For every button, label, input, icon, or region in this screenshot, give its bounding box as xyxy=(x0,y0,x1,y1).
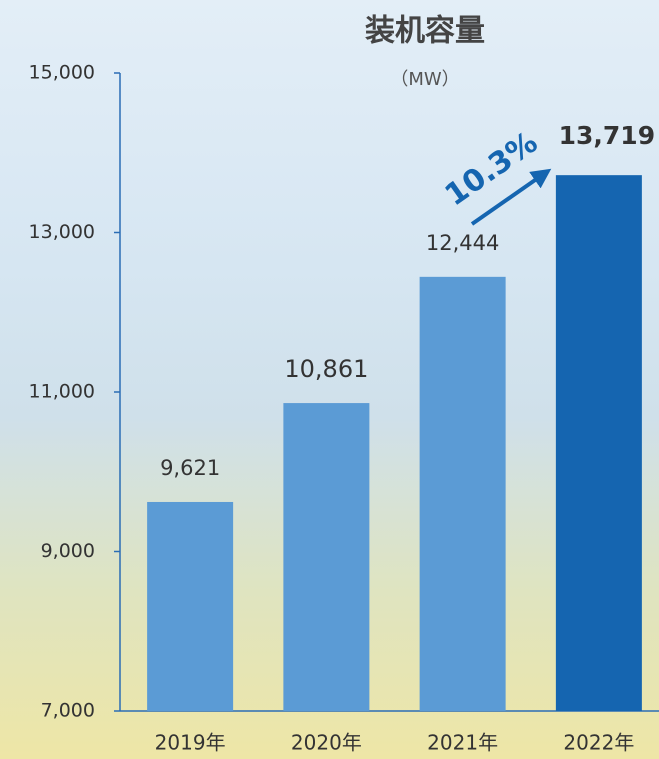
value-label: 12,444 xyxy=(426,231,499,255)
y-tick-label: 7,000 xyxy=(41,700,95,722)
x-tick-label: 2020年 xyxy=(291,731,362,755)
growth-annotation: 10.3% xyxy=(439,125,544,213)
y-tick-label: 11,000 xyxy=(29,381,95,403)
chart-subtitle: （MW） xyxy=(390,69,459,90)
value-label: 9,621 xyxy=(160,456,220,480)
bar xyxy=(283,403,370,711)
chart-title: 装机容量 xyxy=(365,14,485,49)
y-tick-label: 9,000 xyxy=(41,540,95,562)
bar xyxy=(147,501,234,711)
value-label: 13,719 xyxy=(559,121,655,150)
x-tick-label: 2022年 xyxy=(563,731,634,755)
value-label: 10,861 xyxy=(284,355,368,383)
bar xyxy=(419,276,506,711)
y-tick-label: 13,000 xyxy=(29,221,95,243)
y-tick-label: 15,000 xyxy=(29,62,95,84)
x-tick-label: 2021年 xyxy=(427,731,498,755)
x-tick-label: 2019年 xyxy=(155,731,226,755)
growth-arrow xyxy=(470,168,552,226)
bar xyxy=(555,175,642,712)
